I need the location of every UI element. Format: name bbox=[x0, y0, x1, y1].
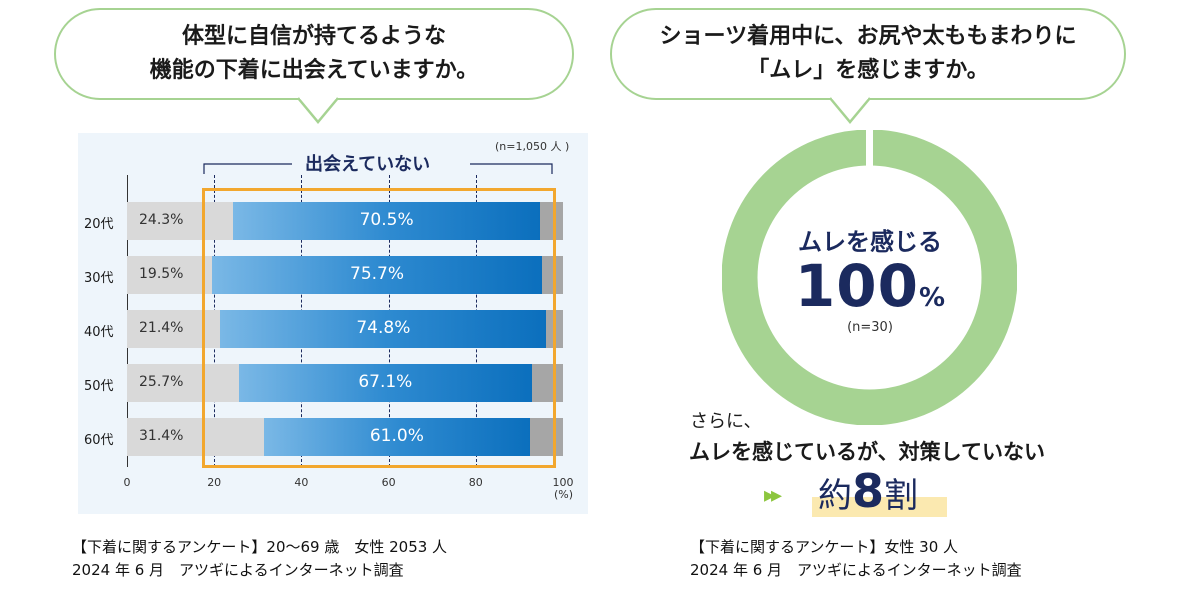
data-label: 75.7% bbox=[350, 264, 405, 284]
category-label: 20代 bbox=[84, 217, 114, 232]
bar-segment-met bbox=[127, 364, 240, 402]
sub-line1: さらに、 bbox=[690, 411, 762, 432]
category-label: 30代 bbox=[84, 271, 114, 286]
x-tick-label: 20 bbox=[207, 476, 222, 489]
bar-segment-not-met bbox=[239, 364, 532, 402]
highlight-box bbox=[202, 188, 556, 468]
donut-sample: (n=30) bbox=[847, 320, 893, 335]
right-question-line1: ショーツ着用中に、お尻や太ももまわりに bbox=[659, 24, 1077, 49]
x-tick-label: 80 bbox=[468, 476, 483, 489]
sub-line2: ムレを感じているが、対策していない bbox=[689, 440, 1045, 464]
x-tick-label: 0 bbox=[123, 476, 131, 489]
category-label: 50代 bbox=[84, 379, 114, 394]
donut-unit: % bbox=[919, 283, 946, 313]
highlight-number: 8 bbox=[852, 464, 885, 518]
right-note-line2: 2024 年 6 月 アツギによるインターネット調査 bbox=[690, 561, 1022, 579]
x-tick-label: 100 bbox=[552, 476, 574, 489]
right-bubble-tail bbox=[829, 96, 871, 124]
x-tick-label: 60 bbox=[381, 476, 396, 489]
bar-segment-other bbox=[531, 364, 563, 402]
left-note-line2: 2024 年 6 月 アツギによるインターネット調査 bbox=[72, 561, 404, 579]
donut-value: 100 bbox=[794, 252, 919, 320]
bar-segment-met bbox=[127, 418, 264, 456]
highlight-text: 約8割 bbox=[818, 464, 918, 518]
data-label: 67.1% bbox=[358, 372, 413, 392]
highlight-suffix: 割 bbox=[884, 476, 919, 516]
donut-value-group: 100% bbox=[770, 252, 970, 320]
data-label: 61.0% bbox=[369, 426, 424, 446]
bar-segment-met bbox=[127, 202, 233, 240]
data-label: 70.5% bbox=[359, 210, 414, 230]
category-label: 40代 bbox=[84, 325, 114, 340]
bar-segment-not-met bbox=[263, 418, 530, 456]
donut-chart bbox=[722, 130, 1017, 425]
donut-label: ムレを感じる bbox=[798, 228, 942, 256]
bar-segment-other bbox=[540, 202, 563, 240]
data-label: 21.4% bbox=[139, 320, 184, 336]
left-note-line1: 【下着に関するアンケート】20〜69 歳 女性 2053 人 bbox=[72, 538, 448, 556]
data-label: 25.7% bbox=[139, 374, 184, 390]
x-tick-label: 40 bbox=[294, 476, 309, 489]
right-question-line2: 「ムレ」を感じますか。 bbox=[747, 58, 989, 83]
right-note-line1: 【下着に関するアンケート】女性 30 人 bbox=[690, 538, 959, 556]
arrow-icon: ▸▸ bbox=[764, 483, 782, 508]
bar-segment-other bbox=[529, 418, 563, 456]
highlight-prefix: 約 bbox=[818, 476, 852, 516]
data-label: 24.3% bbox=[139, 212, 184, 228]
sample-size: (n=1,050 人 ) bbox=[495, 140, 570, 153]
x-axis-unit: (%) bbox=[554, 488, 574, 501]
left-question-bubble: 体型に自信が持てるような 機能の下着に出会えていますか。 bbox=[54, 8, 574, 100]
category-label: 60代 bbox=[84, 433, 114, 448]
bar-segment-not-met bbox=[212, 256, 543, 294]
left-question-line2: 機能の下着に出会えていますか。 bbox=[149, 58, 479, 83]
bar-segment-other bbox=[542, 256, 563, 294]
bracket-line bbox=[203, 163, 553, 174]
bracket-label: 出会えていない bbox=[305, 154, 431, 175]
data-label: 19.5% bbox=[139, 266, 184, 282]
data-label: 31.4% bbox=[139, 428, 184, 444]
bar-segment-not-met bbox=[232, 202, 541, 240]
bar-segment-not-met bbox=[220, 310, 547, 348]
data-label: 74.8% bbox=[356, 318, 411, 338]
left-bubble-tail bbox=[297, 96, 339, 124]
highlight-marker bbox=[812, 497, 947, 517]
bar-segment-met bbox=[127, 256, 213, 294]
left-question-line1: 体型に自信が持てるような bbox=[181, 24, 446, 49]
right-question-bubble: ショーツ着用中に、お尻や太ももまわりに 「ムレ」を感じますか。 bbox=[610, 8, 1126, 100]
